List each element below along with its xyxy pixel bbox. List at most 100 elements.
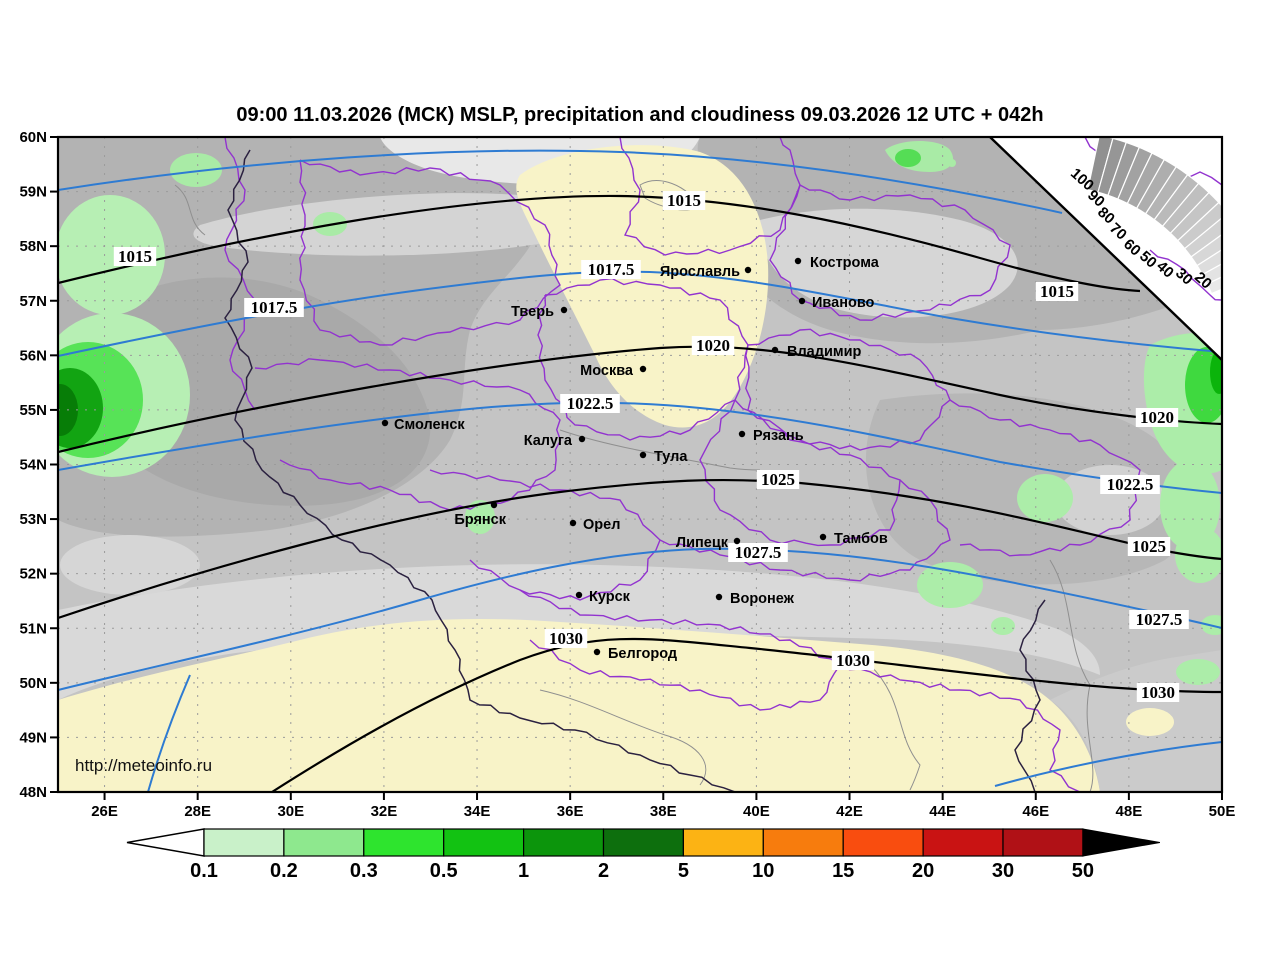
legend-value: 0.2 [270, 860, 298, 882]
city-dot [715, 593, 723, 601]
city-markers: Ярославль Кострома Иваново Тверь Владимир Мос… [381, 255, 888, 662]
lon-label: 48E [1116, 803, 1143, 820]
city-dot [744, 266, 752, 274]
isobar-label-box [728, 543, 788, 562]
isobar-label-box [544, 629, 588, 648]
lon-label: 44E [929, 803, 956, 820]
isobar-label-box [1136, 683, 1180, 702]
lat-label: 56N [19, 347, 47, 364]
city-label: Ярославль [660, 264, 740, 280]
axes: 60N 59N 58N 57N 56N 55N 54N 53N 52N 51N 50N 49N 48N 2… [19, 129, 1235, 820]
lon-label: 36E [557, 803, 584, 820]
oblast-border [769, 184, 1011, 321]
region-borders [224, 137, 1141, 792]
isobar-label-box [662, 191, 706, 210]
cloudiness-fan-scale [1087, 137, 1222, 295]
isobar-label: 1022.5 [1107, 475, 1154, 494]
legend-cell [682, 828, 764, 857]
legend-value: 15 [832, 860, 854, 882]
city-label: Тверь [511, 304, 554, 320]
city-dot [569, 519, 577, 527]
city-dot [639, 365, 647, 373]
legend-arrow-right [1082, 828, 1160, 857]
oblast-border [519, 589, 841, 711]
isobar-labels: 1015 1015 1015 1017.5 1017.5 1020 1020 1022.5 10… [113, 191, 1189, 702]
lat-label: 59N [19, 184, 47, 201]
isobar-label-box [691, 336, 735, 355]
city-label: Тула [654, 449, 688, 465]
city-label: Иваново [812, 295, 875, 311]
lat-label: 57N [19, 293, 47, 310]
oblast-border [254, 358, 562, 511]
legend-value: 20 [912, 860, 934, 882]
city-dot [794, 257, 802, 265]
city-dot [798, 297, 806, 305]
isobar-label: 1015 [1040, 282, 1074, 301]
oblast-border [699, 399, 901, 547]
isobar-label: 1022.5 [567, 394, 614, 413]
oblast-border [659, 479, 951, 582]
isobar-label: 1027.5 [1136, 610, 1183, 629]
city-label: Рязань [753, 428, 804, 444]
isobar-label-box [113, 247, 157, 266]
fan-wedge [1183, 212, 1222, 258]
legend-value: 0.5 [430, 860, 458, 882]
isobar-label: 1020 [696, 336, 730, 355]
legend-cell [363, 828, 445, 857]
city-dot [819, 533, 827, 541]
city-dot [733, 537, 741, 545]
oblast-border [224, 137, 256, 411]
city-label: Липецк [676, 535, 729, 551]
isobar-label: 1015 [118, 247, 152, 266]
isobar-label: 1030 [549, 629, 583, 648]
city-dot [771, 346, 779, 354]
oblast-border [745, 328, 951, 451]
isobar-label-box [244, 298, 304, 317]
lat-label: 53N [19, 511, 47, 528]
city-label: Воронеж [730, 591, 795, 607]
isobar-label: 1017.5 [588, 260, 635, 279]
legend-value: 5 [678, 860, 689, 882]
map-title: 09:00 11.03.2026 (МСК) MSLP, precipitati… [236, 104, 1043, 126]
legend-value: 30 [992, 860, 1014, 882]
lat-label: 58N [19, 238, 47, 255]
city-dot [575, 591, 583, 599]
city-label: Владимир [787, 344, 862, 360]
legend-value: 0.1 [190, 860, 218, 882]
legend-value: 2 [598, 860, 609, 882]
lon-label: 46E [1022, 803, 1049, 820]
isobar-label-box [1035, 282, 1079, 301]
city-label: Москва [580, 363, 634, 379]
corner-diagonal [989, 137, 1222, 361]
legend-cell [203, 828, 285, 857]
oblast-border [839, 664, 1081, 792]
lat-label: 60N [19, 129, 47, 146]
isobar-label: 1027.5 [735, 543, 782, 562]
legend-value: 50 [1072, 860, 1094, 882]
city-dot [639, 451, 647, 459]
precipitation-areas [58, 141, 1222, 685]
oblast-border [1149, 249, 1222, 301]
lon-label: 26E [91, 803, 118, 820]
legend-cell [762, 828, 844, 857]
oblast-border [299, 159, 561, 346]
isobar-label-box [560, 394, 620, 413]
lon-label: 32E [371, 803, 398, 820]
isobar-label-box [1100, 475, 1160, 494]
city-dot [578, 435, 586, 443]
city-label: Курск [589, 589, 631, 605]
isobar-label: 1020 [1140, 408, 1174, 427]
legend-cell [283, 828, 365, 857]
legend-value: 1 [518, 860, 529, 882]
isobar-label-box [1129, 610, 1189, 629]
precipitation-legend: 0.1 0.2 0.3 0.5 1 2 5 10 15 20 30 50 [126, 828, 1160, 882]
oblast-border [429, 469, 661, 601]
fan-wedge [1190, 223, 1222, 267]
isobar-label: 1030 [836, 651, 870, 670]
legend-cell [842, 828, 924, 857]
city-label: Калуга [524, 433, 573, 449]
legend-cell [522, 828, 605, 857]
isobar-label-box [1127, 537, 1171, 556]
lon-label: 38E [650, 803, 677, 820]
legend-arrow-left [126, 828, 205, 857]
